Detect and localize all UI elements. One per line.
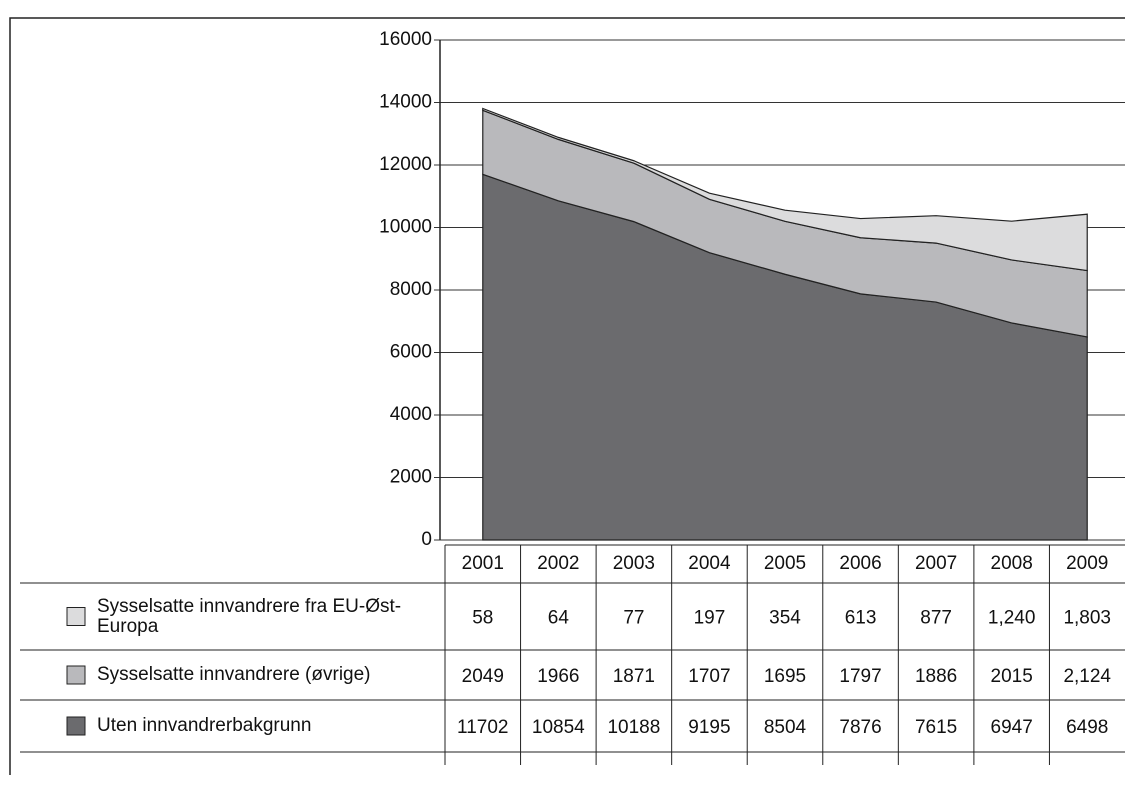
data-label: 64	[548, 608, 570, 629]
x-tick-label: 2009	[1066, 553, 1108, 574]
y-tick-label: 2000	[390, 467, 432, 488]
data-label: 1,240	[988, 608, 1036, 629]
data-label: 1886	[915, 666, 957, 687]
data-label: 11702	[457, 717, 508, 738]
data-label: 1797	[839, 666, 881, 687]
y-tick-label: 0	[421, 529, 432, 550]
legend-label: Sysselsatte innvandrere fra EU-Øst-Europ…	[97, 595, 402, 637]
y-tick-label: 8000	[390, 279, 432, 300]
data-label: 1966	[537, 666, 579, 687]
data-label: 613	[845, 608, 877, 629]
frame	[9, 17, 1125, 775]
y-tick-label: 14000	[379, 92, 432, 113]
data-label: 7615	[915, 717, 957, 738]
legend-label: Uten innvandrerbakgrunn	[97, 715, 312, 736]
x-tick-label: 2007	[915, 553, 957, 574]
legend-swatch	[66, 716, 86, 736]
data-label: 2,124	[1063, 666, 1111, 687]
data-label: 1695	[764, 666, 806, 687]
data-label: 1871	[613, 666, 655, 687]
legend-swatch	[66, 607, 86, 626]
x-tick-label: 2004	[688, 553, 731, 574]
y-tick-label: 16000	[379, 29, 432, 50]
x-tick-label: 2008	[991, 553, 1033, 574]
data-label: 354	[769, 608, 801, 629]
y-tick-label: 10000	[379, 217, 432, 238]
data-label: 10854	[532, 717, 585, 738]
x-tick-label: 2006	[839, 553, 881, 574]
y-tick-label: 6000	[390, 342, 432, 363]
data-label: 9195	[688, 717, 730, 738]
data-label: 6498	[1066, 717, 1108, 738]
data-label: 1707	[688, 666, 730, 687]
data-label: 1,803	[1063, 608, 1111, 629]
legend-label: Sysselsatte innvandrere (øvrige)	[97, 664, 371, 685]
data-label: 197	[694, 608, 726, 629]
x-tick-label: 2002	[537, 553, 579, 574]
x-tick-label: 2003	[613, 553, 655, 574]
y-tick-label: 4000	[390, 404, 432, 425]
x-tick-label: 2001	[462, 553, 504, 574]
data-label: 7876	[839, 717, 881, 738]
data-label: 6947	[991, 717, 1033, 738]
data-label: 10188	[607, 717, 660, 738]
data-label: 877	[920, 608, 952, 629]
y-tick-label: 12000	[379, 154, 432, 175]
area	[482, 107, 1088, 272]
x-tick-label: 2005	[764, 553, 806, 574]
data-label: 77	[623, 608, 644, 629]
data-label: 2049	[462, 666, 504, 687]
data-label: 58	[472, 608, 493, 629]
data-label: 2015	[991, 666, 1033, 687]
data-label: 8504	[764, 717, 807, 738]
legend-swatch	[66, 665, 86, 685]
